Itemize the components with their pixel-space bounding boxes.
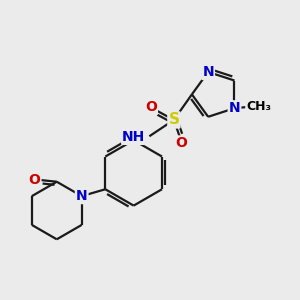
- Text: O: O: [176, 136, 187, 151]
- Text: N: N: [229, 101, 240, 115]
- Text: N: N: [76, 189, 88, 203]
- Text: N: N: [202, 65, 214, 79]
- Text: S: S: [168, 112, 179, 128]
- Text: CH₃: CH₃: [246, 100, 271, 113]
- Text: O: O: [28, 173, 40, 187]
- Text: O: O: [145, 100, 157, 114]
- Text: NH: NH: [122, 130, 146, 144]
